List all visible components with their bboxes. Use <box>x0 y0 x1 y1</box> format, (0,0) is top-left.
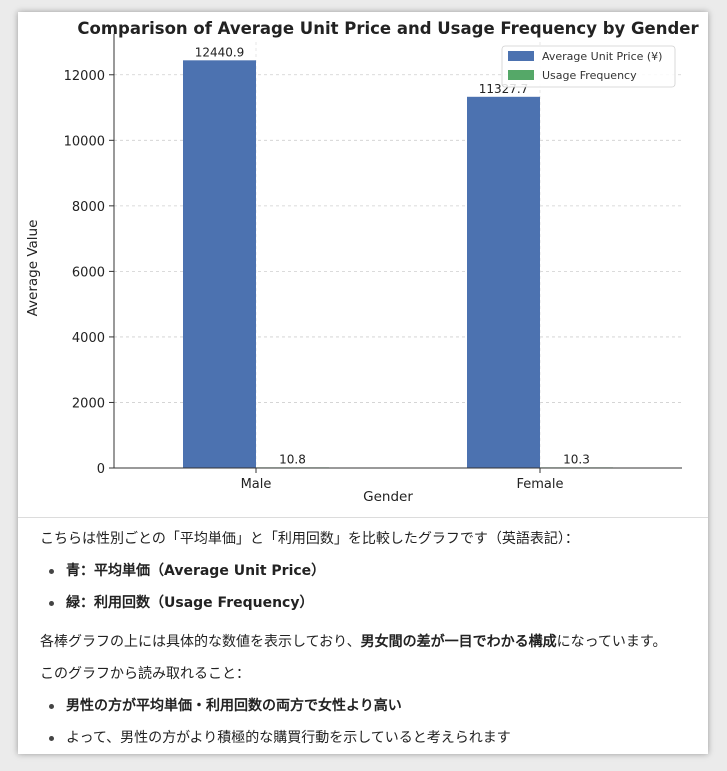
legend-label-frequency: Usage Frequency <box>542 69 637 82</box>
bar-price-female <box>467 96 540 468</box>
legend-explanation-list: 青：平均単価（Average Unit Price） 緑：利用回数（Usage … <box>40 561 700 613</box>
legend: Average Unit Price (¥) Usage Frequency <box>501 45 676 88</box>
response-text: こちらは性別ごとの「平均単価」と「利用回数」を比較したグラフです（英語表記）： … <box>40 524 700 748</box>
data-label: 12440.9 <box>195 45 245 59</box>
x-tick-label: Male <box>241 477 272 492</box>
description-paragraph: 各棒グラフの上には具体的な数値を表示しており、男女間の差が一目でわかる構成になっ… <box>40 632 700 652</box>
x-tick-label: Female <box>516 477 563 492</box>
description-text-a: 各棒グラフの上には具体的な数値を表示しており、 <box>40 634 361 650</box>
y-tick-label: 6000 <box>72 265 105 280</box>
response-card: 12440.9 11327.7 10.8 10.3 0 2000 4000 6000 8000… <box>18 12 708 754</box>
legend-frame <box>501 45 676 88</box>
y-tick-label: 4000 <box>72 331 105 346</box>
legend-swatch-price <box>508 51 534 61</box>
bars <box>183 60 613 468</box>
y-tick-label: 10000 <box>64 134 105 149</box>
axes <box>109 34 682 473</box>
chart-figure: 12440.9 11327.7 10.8 10.3 0 2000 4000 6000 8000… <box>18 12 708 517</box>
y-axis-label: Average Value <box>25 220 41 317</box>
findings-heading: このグラフから読み取れること： <box>40 666 250 682</box>
y-tick-label: 8000 <box>72 200 105 215</box>
legend-swatch-frequency <box>508 70 534 80</box>
y-tick-labels: 0 2000 4000 6000 8000 10000 12000 <box>64 69 105 477</box>
list-item-blue: 青：平均単価（Average Unit Price） <box>40 561 700 581</box>
description-text-bold: 男女間の差が一目でわかる構成 <box>360 634 557 650</box>
description-text-c: になっています。 <box>556 634 667 650</box>
list-item-finding-2: よって、男性の方がより積極的な購買行動を示していると考えられます <box>40 728 700 748</box>
x-axis-label: Gender <box>363 489 413 505</box>
y-tick-label: 0 <box>97 462 105 477</box>
chart-title: Comparison of Average Unit Price and Usa… <box>77 19 699 38</box>
intro-text: こちらは性別ごとの「平均単価」と「利用回数」を比較したグラフです（英語表記）： <box>40 531 579 547</box>
y-tick-label: 2000 <box>72 396 105 411</box>
data-label: 10.3 <box>563 452 590 466</box>
y-tick-label: 12000 <box>64 69 105 84</box>
divider <box>18 517 708 518</box>
bar-price-male <box>183 60 256 468</box>
data-label: 10.8 <box>279 452 306 466</box>
list-item-green: 緑：利用回数（Usage Frequency） <box>40 593 700 613</box>
legend-label-price: Average Unit Price (¥) <box>542 50 662 63</box>
findings-list: 男性の方が平均単価・利用回数の両方で女性より高い よって、男性の方がより積極的な… <box>40 696 700 748</box>
list-item-finding-1: 男性の方が平均単価・利用回数の両方で女性より高い <box>40 696 700 716</box>
x-tick-labels: Male Female <box>241 477 564 492</box>
